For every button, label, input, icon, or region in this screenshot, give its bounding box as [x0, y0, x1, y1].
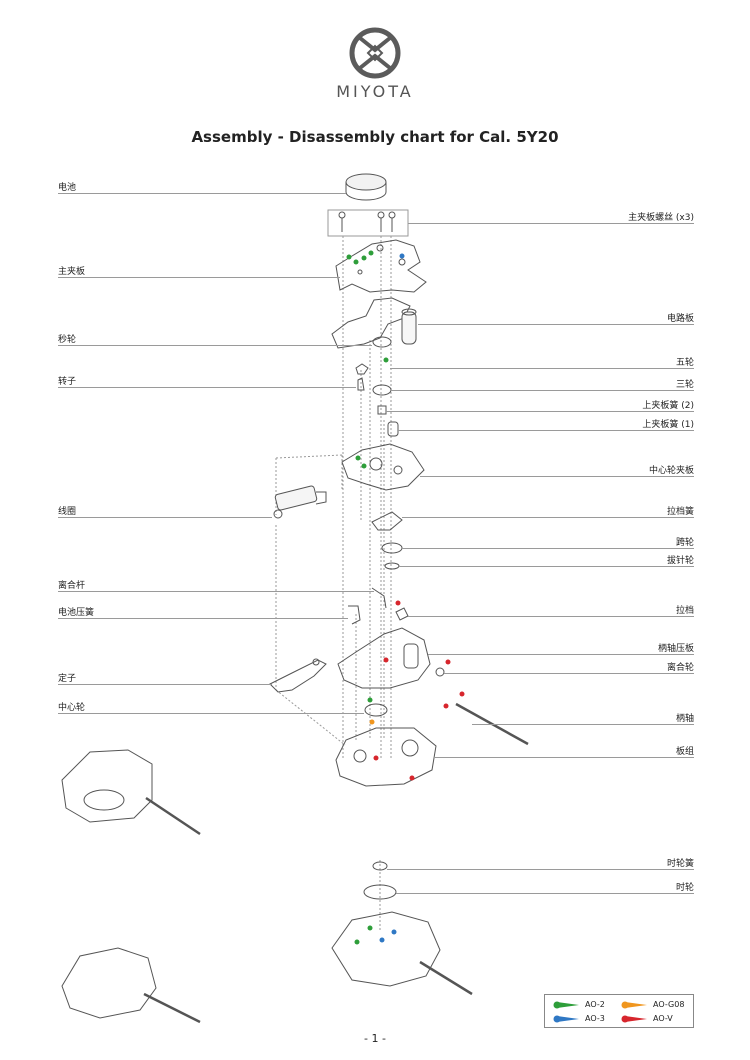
- assembled-dial-view-drawing: [331, 911, 441, 987]
- label-third-wheel: 三轮: [675, 380, 694, 390]
- label-hour-wheel: 时轮: [675, 883, 694, 893]
- legend-label: AO-2: [585, 1000, 605, 1009]
- leader-line: [472, 724, 694, 725]
- label-circuit-board: 电路板: [666, 314, 694, 324]
- leader-line: [390, 368, 694, 369]
- leader-line: [387, 869, 694, 870]
- battery-drawing: [345, 173, 387, 201]
- screws-drawing: [338, 211, 396, 232]
- label-second-wheel: 秒轮: [58, 335, 77, 345]
- leader-line: [399, 566, 694, 567]
- label-minute-wheel: 跨轮: [675, 538, 694, 548]
- leader-line: [398, 430, 694, 431]
- leader-line: [58, 684, 272, 685]
- label-clutch-wheel: 离合轮: [666, 663, 694, 673]
- leader-line: [58, 387, 356, 388]
- label-center-wheel: 中心轮: [58, 703, 86, 713]
- coil-drawing: [273, 485, 327, 519]
- label-main-plate-screws: 主夹板螺丝 (x3): [628, 213, 694, 223]
- label-stem: 柄轴: [675, 714, 694, 724]
- page-title: Assembly - Disassembly chart for Cal. 5Y…: [191, 128, 559, 146]
- legend-green-swatch: [553, 1001, 579, 1009]
- leader-line: [390, 390, 694, 391]
- leader-line: [444, 673, 694, 674]
- page-number: - 1 -: [364, 1032, 386, 1045]
- oil-markers-orange: [369, 719, 375, 725]
- leader-line: [58, 591, 374, 592]
- stator-drawing: [269, 659, 327, 693]
- circuit-board-drawing: [331, 297, 411, 349]
- leader-line: [58, 345, 372, 346]
- legend-label: AO-V: [653, 1014, 673, 1023]
- label-battery: 电池: [58, 183, 77, 193]
- label-upper-plate-spring-1: 上夹板簧 (1): [642, 420, 694, 430]
- label-center-wheel-bridge: 中心轮夹板: [648, 466, 694, 476]
- legend-item: AO-2: [553, 1000, 605, 1009]
- oil-markers-green: [346, 250, 389, 945]
- leader-line: [428, 654, 694, 655]
- plate-assembly-drawing: [335, 727, 437, 787]
- leader-line: [408, 223, 694, 224]
- leader-line: [386, 411, 694, 412]
- label-stator: 定子: [58, 674, 77, 684]
- oil-markers-red: [373, 600, 465, 781]
- leader-line: [434, 757, 694, 758]
- leader-line: [58, 713, 364, 714]
- assembled-back-view-drawing: [61, 947, 157, 1019]
- main-plate-drawing: [335, 239, 427, 293]
- label-setting-wheel: 拔针轮: [666, 556, 694, 566]
- leader-line: [408, 616, 694, 617]
- label-hour-wheel-spring: 时轮簧: [666, 859, 694, 869]
- leader-line: [58, 517, 272, 518]
- leader-line: [396, 893, 694, 894]
- center-wheel-bridge-drawing: [341, 443, 425, 491]
- label-plate-assembly: 板组: [675, 747, 694, 757]
- label-main-plate: 主夹板: [58, 267, 86, 277]
- legend-blue-swatch: [553, 1015, 579, 1023]
- leader-line: [58, 277, 340, 278]
- brand-name: MIYOTA: [336, 82, 414, 101]
- legend-item: AO-3: [553, 1014, 605, 1023]
- label-fifth-wheel: 五轮: [675, 358, 694, 368]
- leader-line: [58, 193, 346, 194]
- stem-holder-drawing: [337, 627, 431, 689]
- label-setting-lever: 拉档: [675, 606, 694, 616]
- leader-line: [402, 517, 694, 518]
- lubricant-legend: AO-2 AO-G08 AO-3 AO-V: [544, 994, 694, 1028]
- legend-red-swatch: [621, 1015, 647, 1023]
- leader-line: [58, 618, 348, 619]
- leader-line: [420, 476, 694, 477]
- label-rotor: 转子: [58, 377, 77, 387]
- oil-markers-blue: [379, 253, 405, 943]
- label-setting-spring: 拉档簧: [666, 507, 694, 517]
- assembled-top-view-drawing: [61, 749, 153, 823]
- miyota-emblem-icon: [349, 27, 401, 79]
- label-coil: 线圈: [58, 507, 77, 517]
- label-battery-spring: 电池压簧: [58, 608, 95, 618]
- label-stem-holder: 柄轴压板: [657, 644, 694, 654]
- legend-orange-swatch: [621, 1001, 647, 1009]
- legend-item: AO-V: [621, 1014, 673, 1023]
- label-upper-plate-spring-2: 上夹板簧 (2): [642, 401, 694, 411]
- miyota-logo: MIYOTA: [333, 26, 417, 101]
- legend-item: AO-G08: [621, 1000, 684, 1009]
- leader-line: [418, 324, 694, 325]
- label-clutch-lever: 离合杆: [58, 581, 86, 591]
- leader-line: [402, 548, 694, 549]
- legend-label: AO-3: [585, 1014, 605, 1023]
- legend-label: AO-G08: [653, 1000, 685, 1009]
